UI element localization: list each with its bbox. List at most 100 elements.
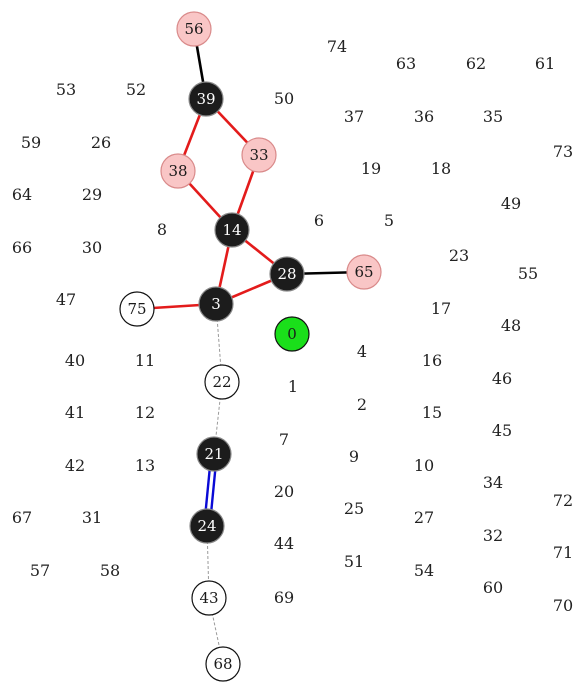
free-label-72: 72: [553, 491, 573, 510]
free-label-19: 19: [361, 159, 381, 178]
node-68[interactable]: 68: [205, 646, 241, 682]
free-label-1: 1: [288, 377, 298, 396]
free-label-9: 9: [349, 447, 359, 466]
free-label-67: 67: [12, 508, 32, 527]
node-39-label: 39: [196, 90, 215, 108]
node-3[interactable]: 3: [198, 286, 234, 322]
node-24-circle: [189, 508, 225, 544]
free-label-4: 4: [357, 342, 367, 361]
free-label-37: 37: [344, 107, 364, 126]
node-22-circle: [204, 364, 240, 400]
free-label-13: 13: [135, 456, 155, 475]
node-14[interactable]: 14: [214, 212, 250, 248]
free-label-16: 16: [422, 351, 442, 370]
free-label-2: 2: [357, 395, 367, 414]
free-label-54: 54: [414, 561, 434, 580]
node-65-circle: [346, 254, 382, 290]
free-label-12: 12: [135, 403, 155, 422]
free-label-36: 36: [414, 107, 434, 126]
free-label-70: 70: [553, 596, 573, 615]
free-label-41: 41: [65, 403, 85, 422]
free-label-63: 63: [396, 54, 416, 73]
free-label-69: 69: [274, 588, 294, 607]
free-label-23: 23: [449, 246, 469, 265]
node-56-label: 56: [184, 20, 203, 38]
node-39-circle: [188, 81, 224, 117]
node-21[interactable]: 21: [196, 436, 232, 472]
free-label-64: 64: [12, 185, 32, 204]
free-label-29: 29: [82, 185, 102, 204]
node-28[interactable]: 28: [269, 256, 305, 292]
free-label-27: 27: [414, 508, 434, 527]
free-label-40: 40: [65, 351, 85, 370]
node-65[interactable]: 65: [346, 254, 382, 290]
node-28-circle: [269, 256, 305, 292]
free-label-46: 46: [492, 369, 512, 388]
node-68-circle: [205, 646, 241, 682]
node-22-label: 22: [212, 373, 231, 391]
node-14-label: 14: [222, 221, 241, 239]
node-65-label: 65: [354, 263, 373, 281]
node-14-circle: [214, 212, 250, 248]
free-label-11: 11: [135, 351, 155, 370]
free-label-18: 18: [431, 159, 451, 178]
node-38-circle: [160, 153, 196, 189]
free-label-71: 71: [553, 543, 573, 562]
free-label-52: 52: [126, 80, 146, 99]
node-43-label: 43: [199, 589, 218, 607]
free-label-51: 51: [344, 552, 364, 571]
edges-layer: [136, 28, 365, 665]
free-label-44: 44: [274, 534, 294, 553]
node-43-circle: [191, 580, 227, 616]
free-label-31: 31: [82, 508, 102, 527]
free-label-15: 15: [422, 403, 442, 422]
free-label-30: 30: [82, 238, 102, 257]
node-75[interactable]: 75: [119, 291, 155, 327]
node-33[interactable]: 33: [241, 137, 277, 173]
free-label-35: 35: [483, 107, 503, 126]
node-38-label: 38: [168, 162, 187, 180]
free-label-7: 7: [279, 430, 289, 449]
node-0[interactable]: 0: [274, 316, 310, 352]
node-24[interactable]: 24: [189, 508, 225, 544]
free-label-5: 5: [384, 211, 394, 230]
node-56-circle: [176, 11, 212, 47]
free-label-25: 25: [344, 499, 364, 518]
free-label-58: 58: [100, 561, 120, 580]
free-label-62: 62: [466, 54, 486, 73]
free-label-66: 66: [12, 238, 32, 257]
node-3-label: 3: [211, 295, 221, 313]
free-label-53: 53: [56, 80, 76, 99]
free-label-59: 59: [21, 133, 41, 152]
node-38[interactable]: 38: [160, 153, 196, 189]
free-label-61: 61: [535, 54, 555, 73]
free-label-8: 8: [157, 220, 167, 239]
node-21-label: 21: [204, 445, 223, 463]
node-43[interactable]: 43: [191, 580, 227, 616]
node-39[interactable]: 39: [188, 81, 224, 117]
free-label-60: 60: [483, 578, 503, 597]
node-68-label: 68: [213, 655, 232, 673]
free-label-57: 57: [30, 561, 50, 580]
node-33-label: 33: [249, 146, 268, 164]
free-label-20: 20: [274, 482, 294, 501]
node-24-label: 24: [197, 517, 216, 535]
node-75-circle: [119, 291, 155, 327]
free-label-50: 50: [274, 89, 294, 108]
node-22[interactable]: 22: [204, 364, 240, 400]
node-28-label: 28: [277, 265, 296, 283]
node-21-circle: [196, 436, 232, 472]
node-75-label: 75: [127, 300, 146, 318]
free-label-47: 47: [56, 290, 76, 309]
free-label-17: 17: [431, 299, 451, 318]
node-0-label: 0: [287, 325, 297, 343]
free-label-45: 45: [492, 421, 512, 440]
node-33-circle: [241, 137, 277, 173]
node-56[interactable]: 56: [176, 11, 212, 47]
free-label-73: 73: [553, 142, 573, 161]
free-label-55: 55: [518, 264, 538, 283]
free-label-6: 6: [314, 211, 324, 230]
free-label-32: 32: [483, 526, 503, 545]
